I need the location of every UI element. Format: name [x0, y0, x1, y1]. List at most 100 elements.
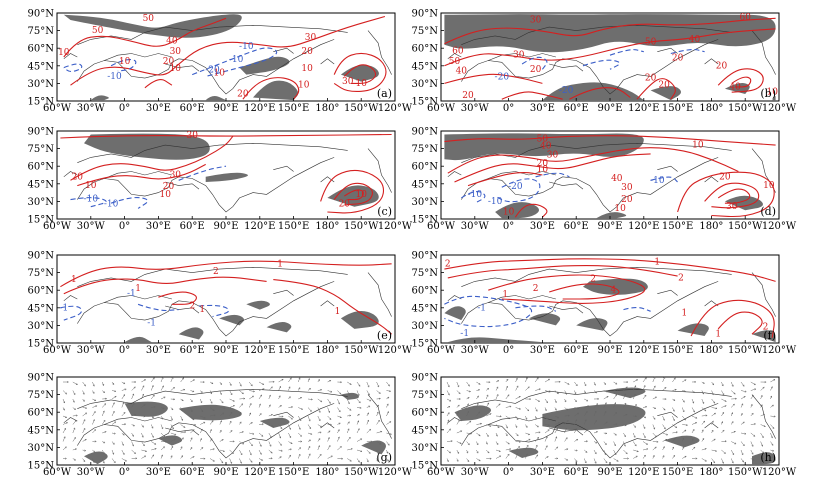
positive-contour — [70, 135, 234, 181]
wind-vector — [297, 387, 301, 391]
coastline — [488, 295, 556, 303]
wind-vector-head — [643, 454, 646, 457]
wind-vector-head — [576, 438, 579, 441]
significance-shading — [444, 306, 466, 321]
wind-vector-head — [489, 457, 492, 460]
wind-vector-head — [586, 399, 589, 402]
contour-label: 30 — [186, 131, 198, 141]
wind-vector-head — [744, 390, 747, 393]
positive-contour — [77, 163, 206, 187]
wind-vector — [574, 428, 577, 434]
coastline — [273, 165, 294, 172]
wind-vector-head — [544, 409, 547, 411]
significance-shading — [444, 133, 644, 161]
contour-label: 20 — [716, 61, 728, 71]
wind-vector-head — [349, 383, 352, 385]
lon-tick-label: 0° — [119, 467, 130, 478]
wind-vector-head — [113, 432, 116, 435]
wind-vector — [672, 455, 675, 459]
wind-vector-head — [644, 394, 647, 397]
wind-vector — [346, 390, 350, 396]
wind-vector — [466, 411, 469, 417]
wind-vector-head — [635, 404, 637, 407]
wind-vector — [111, 395, 117, 400]
wind-vector — [456, 419, 460, 425]
panel-label: (h) — [760, 451, 776, 464]
wind-vector-head — [298, 427, 301, 430]
wind-vector — [495, 432, 498, 437]
coastline — [461, 281, 719, 337]
lon-tick-label: 30°W — [461, 103, 490, 114]
wind-vector — [750, 441, 754, 447]
wind-vector-head — [675, 431, 678, 434]
wind-vector — [327, 437, 330, 442]
wind-vector — [642, 454, 646, 459]
wind-vector — [150, 377, 155, 383]
wind-vector — [356, 390, 360, 396]
significance-shading — [508, 447, 539, 458]
wind-vector-head — [518, 446, 521, 449]
negative-contour — [582, 59, 621, 70]
wind-vector — [652, 432, 657, 438]
significance-shading — [454, 405, 492, 421]
negative-contour — [198, 304, 230, 318]
wind-vector — [102, 431, 107, 434]
lat-tick-label: 15°N — [412, 339, 439, 350]
wind-vector-head — [516, 418, 519, 420]
negative-contour — [60, 305, 83, 321]
wind-vector-head — [162, 385, 164, 388]
lat-tick-label: 60°N — [412, 44, 439, 55]
wind-vector — [613, 412, 617, 417]
wind-vector-head — [498, 450, 501, 453]
wind-vector — [682, 424, 688, 426]
wind-vector — [199, 407, 204, 412]
wind-vector-head — [575, 428, 577, 431]
wind-vector — [101, 381, 104, 386]
positive-contour — [343, 64, 377, 84]
wind-vector-head — [347, 421, 350, 424]
wind-vector — [750, 423, 756, 425]
contour-label: 20 — [621, 195, 633, 205]
contour-label: 10 — [170, 64, 182, 74]
wind-vector — [564, 427, 567, 434]
wind-vector-head — [753, 383, 756, 386]
wind-vector-head — [143, 404, 146, 407]
wind-vector-head — [478, 434, 481, 437]
wind-vector — [180, 446, 183, 451]
significance-shading — [596, 212, 627, 219]
wind-vector-head — [447, 385, 450, 388]
wind-vector — [327, 407, 330, 413]
wind-vector — [682, 415, 686, 421]
lon-tick-label: 60°E — [564, 103, 589, 114]
wind-vector-head — [65, 422, 68, 424]
wind-vector-head — [124, 423, 126, 426]
wind-vector-head — [367, 385, 370, 388]
wind-vector-head — [635, 415, 637, 418]
wind-vector-head — [380, 430, 383, 433]
wind-vector — [466, 432, 472, 434]
wind-vector-head — [222, 412, 225, 415]
positive-contour — [690, 299, 775, 338]
lon-tick-label: 150°E — [278, 221, 309, 232]
wind-vector-head — [181, 455, 184, 458]
lon-tick-label: 30°W — [77, 103, 106, 114]
wind-vector-head — [486, 434, 489, 437]
wind-vector — [141, 415, 146, 417]
wind-vector — [317, 379, 320, 383]
wind-vector — [160, 396, 166, 400]
wind-vector-head — [261, 423, 264, 426]
wind-vector-head — [469, 420, 472, 423]
wind-vector-head — [347, 402, 350, 405]
wind-vector — [701, 398, 705, 404]
wind-vector — [190, 437, 193, 442]
contour-label: -20 — [205, 66, 220, 76]
wind-vector-head — [64, 457, 67, 460]
contour-label: 10 — [763, 181, 775, 191]
contour-label: -20 — [559, 86, 574, 96]
wind-vector-head — [527, 409, 530, 412]
wind-vector — [446, 406, 451, 408]
wind-vector-head — [673, 399, 676, 401]
wind-vector-head — [203, 457, 206, 460]
wind-vector — [121, 432, 125, 436]
wind-vector-head — [94, 429, 96, 432]
